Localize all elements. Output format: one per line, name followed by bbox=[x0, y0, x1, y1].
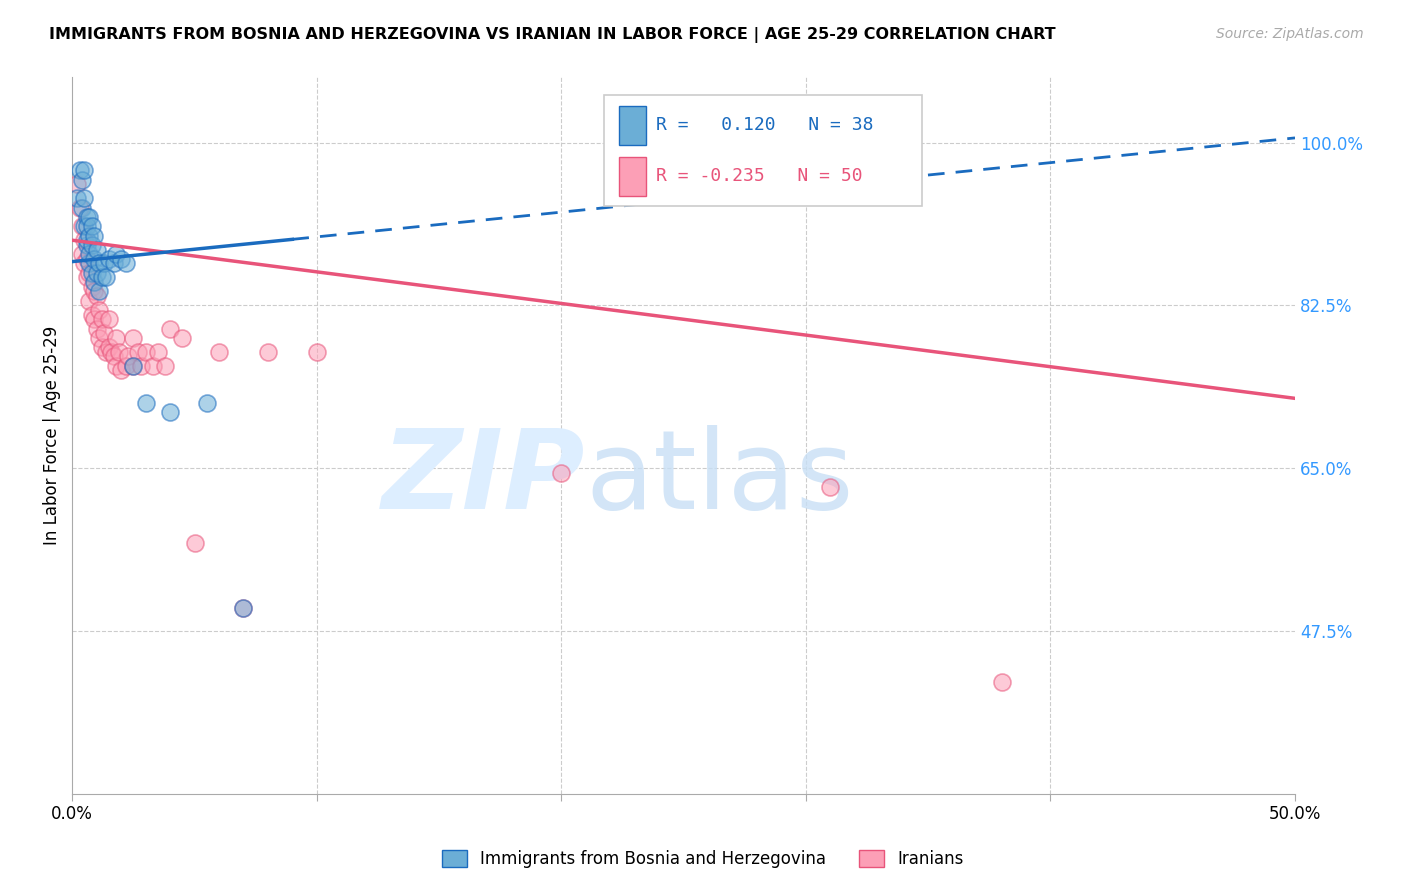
Point bbox=[550, 466, 572, 480]
Point bbox=[70, 247, 93, 261]
Point bbox=[97, 312, 120, 326]
Point bbox=[76, 252, 98, 266]
Text: ZIP: ZIP bbox=[382, 425, 586, 532]
Point bbox=[83, 228, 105, 243]
Point bbox=[159, 405, 181, 419]
Point bbox=[66, 191, 89, 205]
Point bbox=[93, 256, 115, 270]
Point bbox=[142, 359, 165, 373]
Point bbox=[76, 238, 98, 252]
Point bbox=[89, 256, 111, 270]
Point bbox=[103, 350, 125, 364]
Point bbox=[153, 359, 176, 373]
Point bbox=[73, 191, 96, 205]
Point bbox=[990, 675, 1012, 690]
Point bbox=[79, 266, 101, 280]
Point bbox=[90, 312, 112, 326]
Point bbox=[83, 275, 105, 289]
Point bbox=[195, 396, 218, 410]
Point bbox=[117, 350, 139, 364]
Point bbox=[79, 210, 101, 224]
Point bbox=[79, 256, 101, 270]
Point bbox=[69, 201, 91, 215]
Point bbox=[129, 359, 152, 373]
Point bbox=[127, 344, 149, 359]
Point bbox=[208, 344, 231, 359]
Point bbox=[103, 256, 125, 270]
Point bbox=[122, 359, 145, 373]
Point bbox=[86, 243, 108, 257]
Point bbox=[820, 480, 842, 494]
Point bbox=[70, 219, 93, 234]
Point bbox=[79, 247, 101, 261]
Point bbox=[70, 201, 93, 215]
Point bbox=[159, 321, 181, 335]
Point bbox=[76, 210, 98, 224]
Point bbox=[90, 340, 112, 354]
Point bbox=[73, 256, 96, 270]
Bar bbox=[619, 105, 645, 145]
Point bbox=[73, 219, 96, 234]
Text: IMMIGRANTS FROM BOSNIA AND HERZEGOVINA VS IRANIAN IN LABOR FORCE | AGE 25-29 COR: IMMIGRANTS FROM BOSNIA AND HERZEGOVINA V… bbox=[49, 27, 1056, 43]
Point bbox=[107, 344, 129, 359]
Point bbox=[232, 600, 254, 615]
Point bbox=[105, 247, 128, 261]
Text: R = -0.235   N = 50: R = -0.235 N = 50 bbox=[655, 168, 862, 186]
Point bbox=[135, 344, 157, 359]
Point bbox=[97, 252, 120, 266]
Point bbox=[115, 359, 138, 373]
Point bbox=[96, 344, 118, 359]
Point bbox=[86, 321, 108, 335]
Point bbox=[80, 308, 103, 322]
Point bbox=[89, 331, 111, 345]
Point bbox=[93, 326, 115, 341]
Point bbox=[146, 344, 169, 359]
Y-axis label: In Labor Force | Age 25-29: In Labor Force | Age 25-29 bbox=[44, 326, 60, 545]
Point bbox=[83, 252, 105, 266]
Point bbox=[89, 285, 111, 299]
Point bbox=[70, 173, 93, 187]
Point bbox=[69, 163, 91, 178]
Point bbox=[80, 238, 103, 252]
Text: Source: ZipAtlas.com: Source: ZipAtlas.com bbox=[1216, 27, 1364, 41]
Point bbox=[86, 289, 108, 303]
Point bbox=[86, 266, 108, 280]
Point bbox=[73, 163, 96, 178]
Point bbox=[105, 331, 128, 345]
Point bbox=[89, 303, 111, 318]
Point bbox=[122, 331, 145, 345]
Text: atlas: atlas bbox=[586, 425, 855, 532]
Point bbox=[96, 270, 118, 285]
Point bbox=[100, 344, 122, 359]
Point bbox=[83, 312, 105, 326]
Point bbox=[257, 344, 280, 359]
Point bbox=[110, 363, 132, 377]
Point bbox=[135, 396, 157, 410]
Point bbox=[83, 285, 105, 299]
Point bbox=[305, 344, 328, 359]
Point bbox=[105, 359, 128, 373]
Point bbox=[80, 219, 103, 234]
Point bbox=[76, 270, 98, 285]
Point bbox=[66, 178, 89, 192]
Point bbox=[183, 535, 205, 549]
Point bbox=[80, 279, 103, 293]
Point bbox=[110, 252, 132, 266]
Point bbox=[97, 340, 120, 354]
Point bbox=[115, 256, 138, 270]
Point bbox=[79, 293, 101, 308]
Legend: Immigrants from Bosnia and Herzegovina, Iranians: Immigrants from Bosnia and Herzegovina, … bbox=[434, 843, 972, 875]
Bar bbox=[619, 157, 645, 196]
Point bbox=[172, 331, 194, 345]
Point bbox=[79, 228, 101, 243]
Text: R =   0.120   N = 38: R = 0.120 N = 38 bbox=[655, 116, 873, 135]
Point bbox=[73, 233, 96, 247]
Point bbox=[76, 233, 98, 247]
Point bbox=[232, 600, 254, 615]
FancyBboxPatch shape bbox=[605, 95, 922, 206]
Point bbox=[76, 219, 98, 234]
Point bbox=[122, 359, 145, 373]
Point bbox=[80, 266, 103, 280]
Point bbox=[90, 270, 112, 285]
